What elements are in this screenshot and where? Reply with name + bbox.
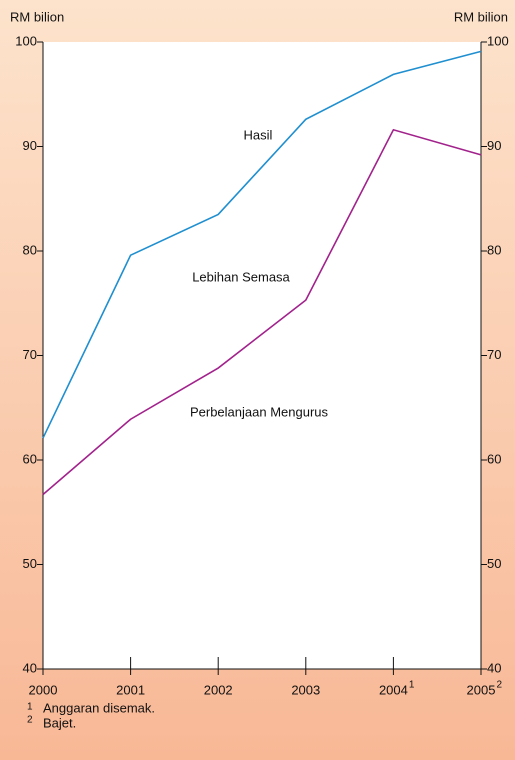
annotation: Lebihan Semasa bbox=[192, 269, 290, 284]
footnote-text: Bajet. bbox=[43, 715, 76, 730]
x-tick-label: 2001 bbox=[116, 682, 145, 697]
y2-tick-label: 40 bbox=[487, 660, 501, 675]
x-tick-label: 2002 bbox=[204, 682, 233, 697]
y2-axis-label: RM bilion bbox=[454, 9, 508, 24]
x-tick-label: 2000 bbox=[29, 682, 58, 697]
footnote-marker: 1 bbox=[27, 702, 33, 713]
y-tick-label: 100 bbox=[15, 33, 37, 48]
y2-tick-label: 80 bbox=[487, 242, 501, 257]
y2-tick-label: 90 bbox=[487, 138, 501, 153]
y-tick-label: 80 bbox=[23, 242, 37, 257]
y-tick-label: 60 bbox=[23, 451, 37, 466]
y2-tick-label: 100 bbox=[487, 33, 509, 48]
series-line bbox=[42, 128, 482, 496]
x-tick-note: 1 bbox=[409, 680, 415, 691]
series-line bbox=[42, 50, 482, 439]
plot-area bbox=[43, 42, 481, 669]
y2-tick-label: 60 bbox=[487, 451, 501, 466]
x-tick-note: 2 bbox=[496, 680, 502, 691]
series-label: Hasil bbox=[244, 127, 273, 142]
y-tick-label: 90 bbox=[23, 138, 37, 153]
x-tick-label: 2005 bbox=[467, 682, 496, 697]
footnote-text: Anggaran disemak. bbox=[43, 700, 155, 715]
series-label: Perbelanjaan Mengurus bbox=[190, 404, 329, 419]
y2-tick-label: 70 bbox=[487, 347, 501, 362]
y-axis-label: RM bilion bbox=[10, 9, 64, 24]
y2-tick-label: 50 bbox=[487, 556, 501, 571]
y-tick-label: 70 bbox=[23, 347, 37, 362]
y-tick-label: 50 bbox=[23, 556, 37, 571]
x-tick-label: 2003 bbox=[291, 682, 320, 697]
footnote-marker: 2 bbox=[27, 715, 33, 726]
x-tick-label: 2004 bbox=[379, 682, 408, 697]
y-tick-label: 40 bbox=[23, 660, 37, 675]
